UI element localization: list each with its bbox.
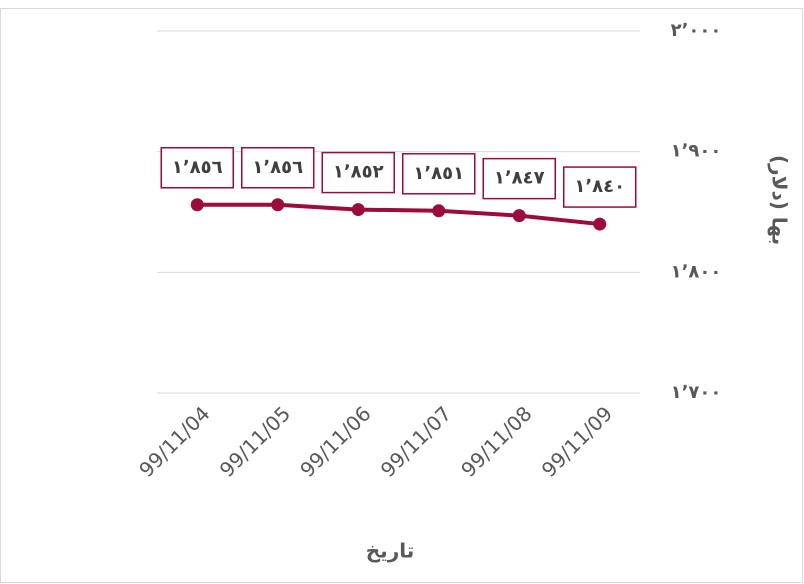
data-label: ١٬٨٥٢ — [333, 162, 384, 183]
data-label-box — [321, 151, 395, 194]
y-tick-label: ٢٬٠٠٠ — [671, 20, 722, 41]
data-label: ١٬٨٥١ — [413, 163, 464, 184]
point — [432, 204, 446, 218]
data-label: ١٬٨٤٠ — [574, 176, 625, 197]
data-label-box — [241, 147, 315, 189]
y-tick-label: ١٬٨٠٠ — [671, 261, 722, 282]
x-axis-title: تاریخ — [366, 539, 414, 563]
line — [197, 202, 600, 227]
data-label: ١٬٨٥٦ — [252, 157, 303, 178]
data-label-box — [482, 157, 556, 200]
point — [351, 203, 365, 217]
data-label-box — [563, 166, 637, 208]
data-label: ١٬٨٤٧ — [494, 168, 545, 189]
chart-frame — [0, 8, 803, 583]
y-tick-label: ١٬٩٠٠ — [671, 141, 722, 162]
point — [271, 198, 285, 212]
data-label-box — [160, 147, 234, 189]
data-label: ١٬٨٥٦ — [172, 157, 223, 178]
point — [190, 198, 204, 212]
y-axis-title: بها (دلار) — [768, 155, 792, 245]
y-tick-label: ١٬٧٠٠ — [671, 382, 722, 403]
data-label-box — [402, 153, 476, 195]
point — [593, 217, 607, 231]
point — [512, 209, 526, 223]
